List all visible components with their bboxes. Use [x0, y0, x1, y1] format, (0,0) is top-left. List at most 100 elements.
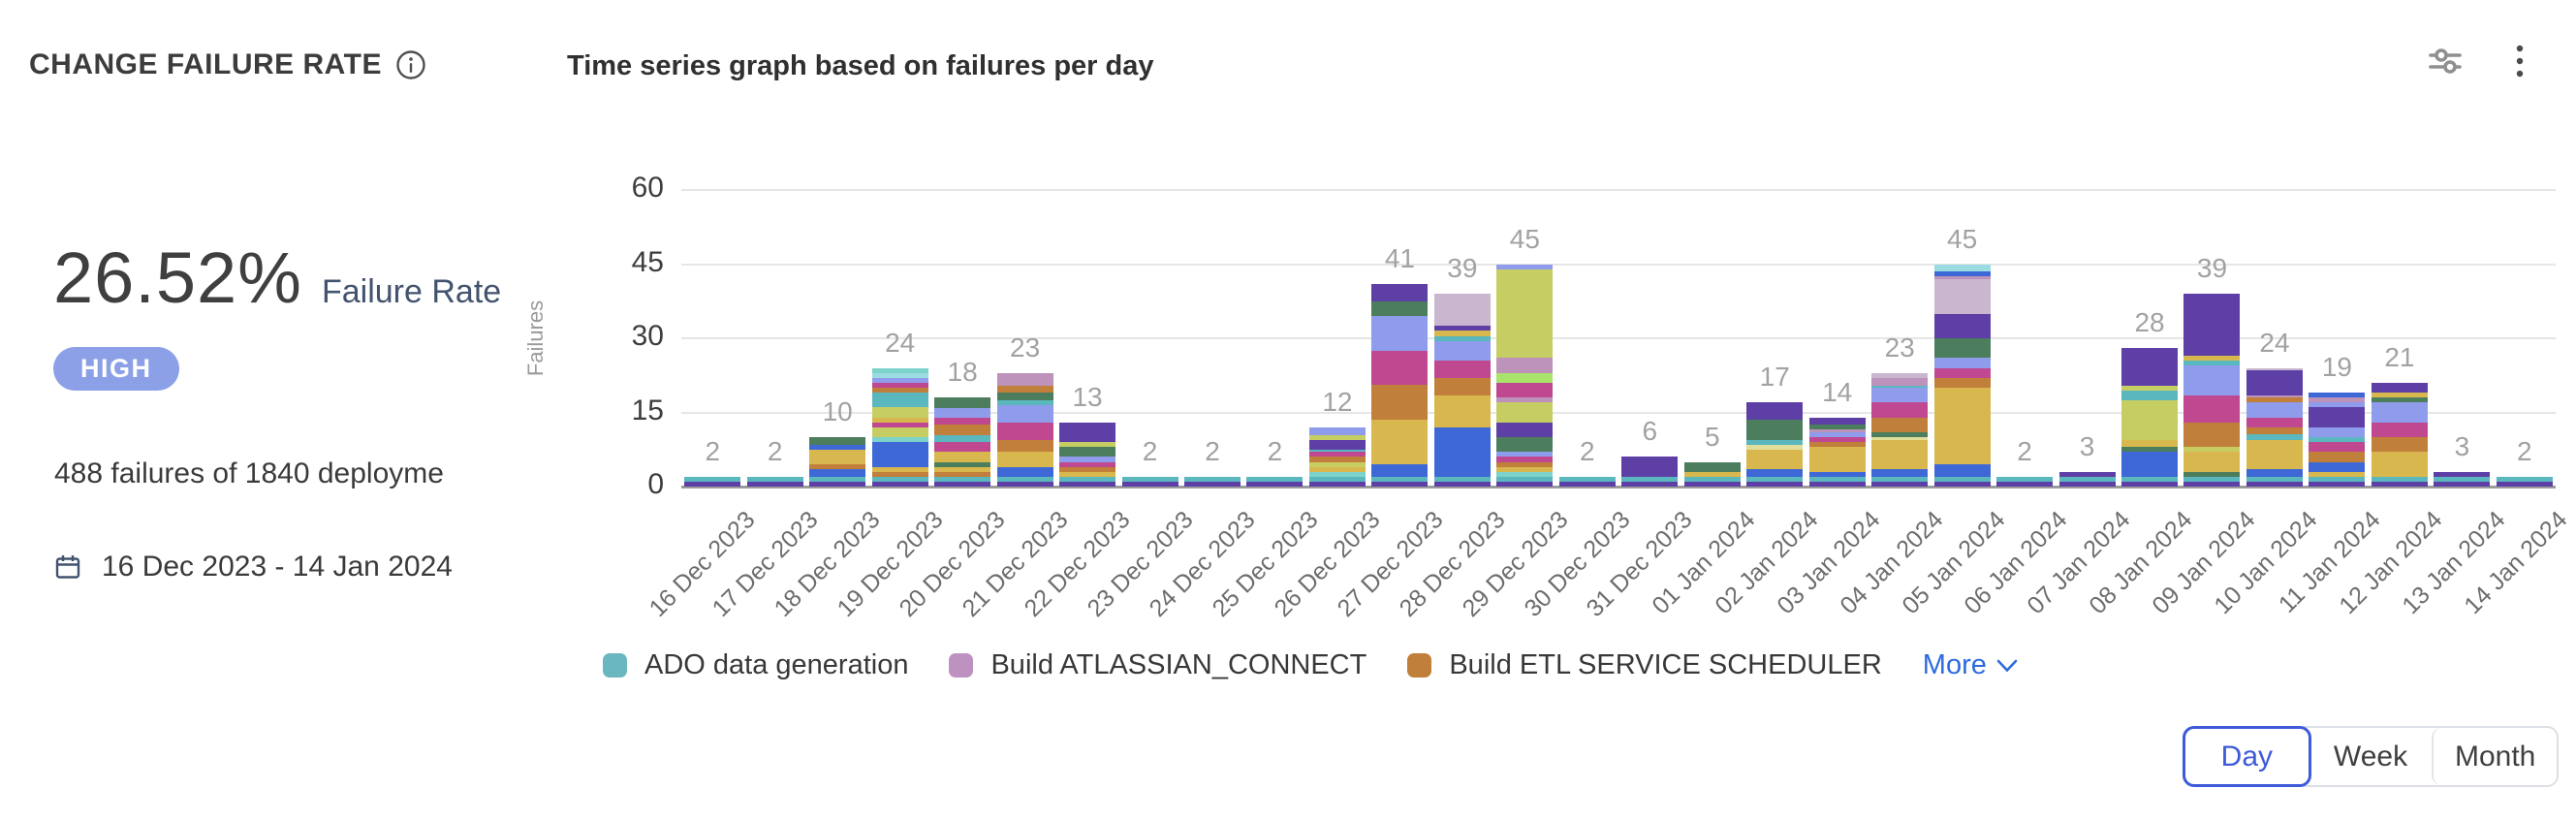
bar-segment[interactable] [1808, 476, 1866, 482]
kebab-menu-icon[interactable] [2510, 39, 2529, 83]
bar-segment[interactable] [2121, 399, 2179, 440]
bar-segment[interactable] [2183, 452, 2241, 472]
bar-segment[interactable] [1371, 300, 1429, 317]
bar-segment[interactable] [2246, 402, 2303, 418]
bar-segment[interactable] [996, 439, 1053, 453]
bar-segment[interactable] [2496, 481, 2553, 487]
stacked-bar[interactable] [996, 372, 1053, 487]
bar-segment[interactable] [2246, 367, 2303, 371]
bar-segment[interactable] [934, 476, 991, 482]
stacked-bar[interactable] [1558, 476, 1616, 487]
stacked-bar[interactable] [1371, 283, 1429, 487]
bar-segment[interactable] [1808, 447, 1866, 472]
bar-segment[interactable] [2246, 426, 2303, 435]
bar-segment[interactable] [1371, 283, 1429, 301]
legend-more-link[interactable]: More [1923, 649, 2018, 681]
bar-segment[interactable] [934, 481, 991, 487]
bar-segment[interactable] [1871, 476, 1929, 482]
bar-segment[interactable] [1933, 476, 1991, 482]
bar-segment[interactable] [1621, 476, 1679, 482]
bar-segment[interactable] [1308, 471, 1366, 477]
stacked-bar[interactable] [2121, 348, 2179, 487]
bar-segment[interactable] [2058, 481, 2116, 487]
bar-segment[interactable] [2246, 476, 2303, 482]
bar-segment[interactable] [1558, 476, 1616, 482]
bar-segment[interactable] [1808, 431, 1866, 438]
stacked-bar[interactable] [2496, 476, 2553, 487]
bar-segment[interactable] [1933, 338, 1991, 359]
bar-segment[interactable] [2246, 434, 2303, 440]
bar-segment[interactable] [871, 417, 928, 423]
bar-segment[interactable] [1683, 476, 1741, 482]
stacked-bar[interactable] [2309, 393, 2366, 487]
bar-segment[interactable] [2121, 476, 2179, 482]
bar-segment[interactable] [1996, 476, 2054, 482]
bar-segment[interactable] [1308, 466, 1366, 472]
bar-segment[interactable] [934, 417, 991, 426]
bar-segment[interactable] [1496, 422, 1554, 438]
stacked-bar[interactable] [1996, 476, 2054, 487]
bar-segment[interactable] [2121, 385, 2179, 391]
bar-segment[interactable] [1433, 481, 1491, 487]
bar-segment[interactable] [1496, 461, 1554, 467]
bar-segment[interactable] [1308, 434, 1366, 440]
stacked-bar[interactable] [809, 437, 866, 487]
bar-segment[interactable] [1371, 385, 1429, 421]
bar-segment[interactable] [1683, 481, 1741, 487]
bar-segment[interactable] [934, 461, 991, 467]
bar-segment[interactable] [2309, 437, 2366, 443]
bar-segment[interactable] [1933, 271, 1991, 277]
bar-segment[interactable] [2371, 382, 2428, 394]
stacked-bar[interactable] [2183, 294, 2241, 487]
bar-segment[interactable] [2121, 447, 2179, 453]
bar-segment[interactable] [1433, 331, 1491, 336]
bar-segment[interactable] [996, 452, 1053, 467]
bar-segment[interactable] [1308, 481, 1366, 487]
bar-segment[interactable] [1496, 264, 1554, 269]
stacked-bar[interactable] [1433, 294, 1491, 487]
bar-segment[interactable] [746, 481, 803, 487]
bar-segment[interactable] [1496, 437, 1554, 453]
bar-segment[interactable] [996, 404, 1053, 423]
stacked-bar[interactable] [1121, 476, 1178, 487]
bar-segment[interactable] [1933, 278, 1991, 314]
bar-segment[interactable] [2183, 294, 2241, 356]
bar-segment[interactable] [1308, 476, 1366, 482]
stacked-bar[interactable] [1059, 422, 1116, 487]
bar-segment[interactable] [1059, 476, 1116, 482]
bar-segment[interactable] [1183, 476, 1241, 482]
bar-segment[interactable] [1746, 402, 1804, 421]
bar-segment[interactable] [1121, 476, 1178, 482]
bar-segment[interactable] [2246, 439, 2303, 470]
bar-segment[interactable] [1808, 471, 1866, 477]
legend-item[interactable]: Build ATLASSIAN_CONNECT [949, 649, 1367, 681]
bar-segment[interactable] [1558, 481, 1616, 487]
bar-segment[interactable] [2309, 471, 2366, 477]
bar-segment[interactable] [2309, 407, 2366, 427]
bar-segment[interactable] [1871, 377, 1929, 386]
bar-segment[interactable] [1746, 444, 1804, 450]
bar-segment[interactable] [2183, 394, 2241, 423]
bar-segment[interactable] [2309, 452, 2366, 462]
stacked-bar[interactable] [1246, 476, 1304, 487]
bar-segment[interactable] [2371, 437, 2428, 453]
bar-segment[interactable] [1871, 385, 1929, 389]
bar-segment[interactable] [2371, 481, 2428, 487]
stacked-bar[interactable] [2246, 367, 2303, 487]
bar-segment[interactable] [871, 476, 928, 482]
bar-segment[interactable] [996, 399, 1053, 405]
bar-segment[interactable] [1746, 476, 1804, 482]
stacked-bar[interactable] [1808, 417, 1866, 487]
bar-segment[interactable] [1433, 360, 1491, 378]
bar-segment[interactable] [871, 426, 928, 438]
filter-sliders-icon[interactable] [2423, 39, 2467, 83]
bar-segment[interactable] [1496, 402, 1554, 423]
bar-segment[interactable] [2309, 476, 2366, 482]
bar-segment[interactable] [1871, 437, 1929, 440]
bar-segment[interactable] [934, 471, 991, 477]
bar-segment[interactable] [1808, 425, 1866, 430]
bar-segment[interactable] [2371, 397, 2428, 403]
bar-segment[interactable] [2183, 471, 2241, 477]
bar-segment[interactable] [1746, 481, 1804, 487]
bar-segment[interactable] [2121, 481, 2179, 487]
